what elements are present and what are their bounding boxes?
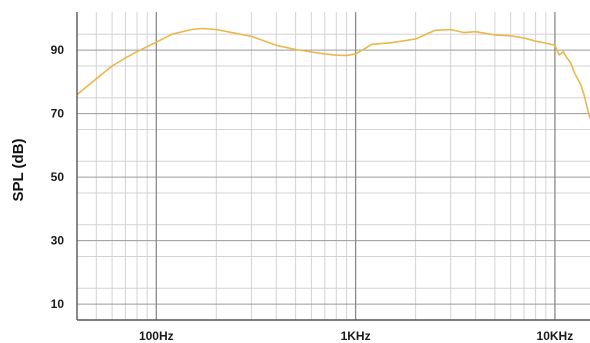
series-line <box>76 27 590 119</box>
x-tick-label: 1KHz <box>341 329 371 343</box>
y-tick-label: 90 <box>51 43 65 57</box>
y-tick-label: 50 <box>51 170 65 184</box>
series-layer <box>76 27 590 119</box>
y-axis-label: SPL (dB) <box>10 138 27 201</box>
x-tick-label: 10KHz <box>537 329 574 343</box>
y-tick-label: 30 <box>51 234 65 248</box>
grid-lines <box>76 12 590 320</box>
plot-frame <box>76 12 590 321</box>
y-tick-label: 10 <box>51 297 65 311</box>
tick-labels: 10 30 50 70 90 100Hz 1KHz 10KHz <box>51 43 574 343</box>
x-tick-label: 100Hz <box>139 329 174 343</box>
y-tick-label: 70 <box>51 107 65 121</box>
